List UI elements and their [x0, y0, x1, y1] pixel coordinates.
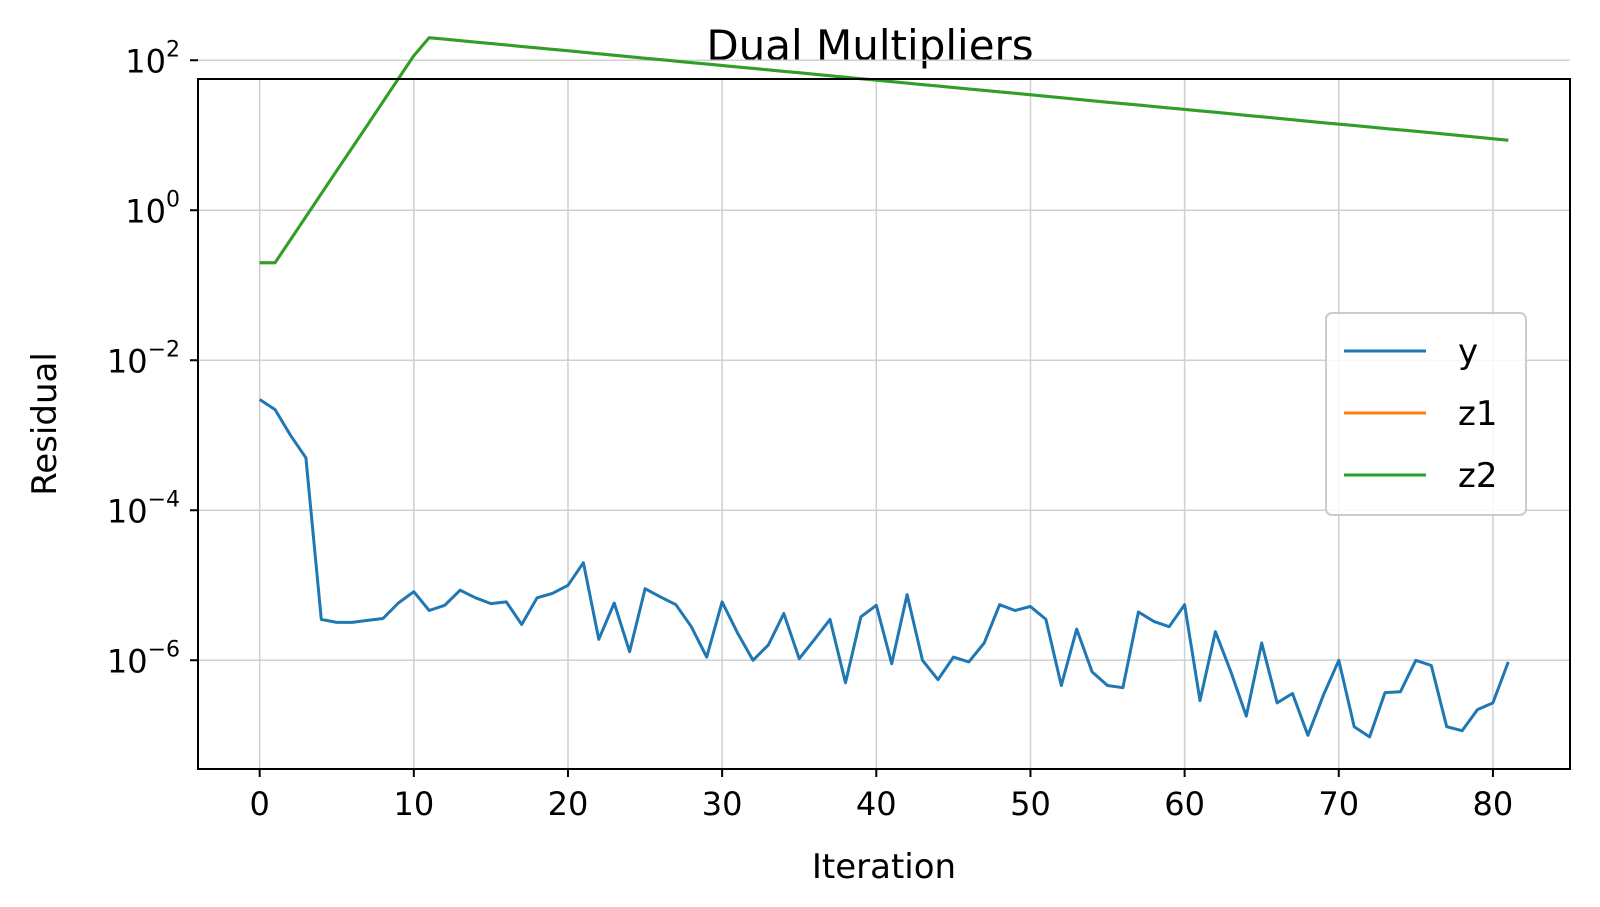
x-tick-label: 40: [856, 785, 897, 823]
x-tick-label: 20: [548, 785, 589, 823]
plot-frame: [197, 78, 1571, 770]
x-axis-label: Iteration: [812, 847, 956, 887]
x-tick-label: 0: [249, 785, 269, 823]
legend-label-y: y: [1458, 332, 1478, 372]
legend-label-z2: z2: [1458, 456, 1497, 496]
y-axis-label: Residual: [25, 352, 65, 496]
x-tick-label: 50: [1010, 785, 1051, 823]
y-tick-label: 10−4: [107, 487, 180, 530]
x-tick-label: 70: [1318, 785, 1359, 823]
legend: y z1 z2: [1325, 312, 1527, 516]
x-tick-label: 60: [1164, 785, 1205, 823]
y-tick-label: 10−2: [107, 337, 180, 380]
x-tick-label: 30: [702, 785, 743, 823]
chart-title: Dual Multipliers: [706, 21, 1033, 70]
series-line-z2: [259, 36, 1509, 265]
legend-label-z1: z1: [1458, 394, 1497, 434]
x-tick-label: 10: [393, 785, 434, 823]
series-line-z1: [259, 36, 1509, 265]
y-tick-label: 10−6: [107, 637, 180, 680]
x-tick-label: 80: [1473, 785, 1514, 823]
y-axis-ticks: 102 100 10−2 10−4 10−6: [107, 37, 198, 680]
series-line-y: [258, 398, 1510, 739]
y-tick-label: 100: [125, 187, 180, 230]
y-tick-label: 102: [125, 37, 180, 80]
plot-series: [258, 36, 1510, 739]
x-axis-ticks: 0 10 20 30 40 50 60 70 80: [249, 769, 1513, 823]
